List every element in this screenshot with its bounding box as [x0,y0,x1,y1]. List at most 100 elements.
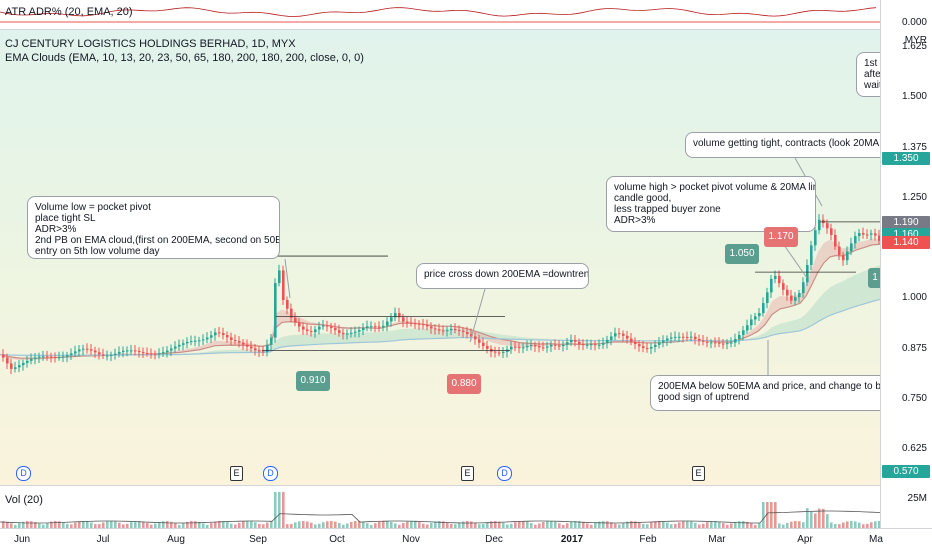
candle-body [530,345,533,347]
volume-bar [410,521,413,528]
candle-body [798,293,801,298]
volume-bar [574,521,577,528]
candle-body [82,348,85,350]
volume-bar [262,524,265,528]
volume-bar [54,521,57,528]
volume-bar [662,521,665,528]
volume-bar [802,522,805,528]
volume-bar [294,522,297,528]
volume-bar [142,521,145,528]
volume-bar [110,521,113,528]
volume-bar [690,521,693,528]
volume-bar [194,521,197,528]
volume-bar [98,524,101,528]
pricebox-1050[interactable]: 1.050 [725,244,759,264]
pane-separator[interactable] [0,29,932,30]
callout-volume-high[interactable]: volume high > pocket pivot volume & 20MA… [606,176,816,232]
candle-body [230,337,233,341]
candle-body [242,342,245,345]
candle-body [582,344,585,346]
candle-body [154,353,157,355]
volume-bar [386,521,389,528]
price-tag: 0.570 [882,465,930,479]
event-dividend[interactable]: D [263,466,278,481]
volume-bar [458,522,461,528]
candle-body [190,341,193,343]
volume-bar [82,521,85,528]
volume-pane[interactable]: Vol (20) [0,486,880,528]
volume-bar [730,523,733,528]
event-earnings[interactable]: E [461,466,474,481]
candle-body [630,338,633,342]
pricebox-1170[interactable]: 1.170 [764,227,798,247]
volume-bar [746,521,749,528]
volume-bar [874,521,877,528]
candle-body [162,352,165,354]
candle-body [526,345,529,348]
volume-bar [130,522,133,528]
candle-body [314,329,317,333]
volume-bar [806,508,809,528]
event-dividend[interactable]: D [497,466,512,481]
volume-bar [838,524,841,528]
volume-bar [834,524,837,528]
callout-volume-tight[interactable]: volume getting tight, contracts (look 20… [685,132,890,158]
ema-clouds-label[interactable]: EMA Clouds (EMA, 10, 13, 20, 23, 50, 65,… [5,52,364,64]
callout-downtrend[interactable]: price cross down 200EMA =downtrend [416,263,589,289]
pane-separator[interactable] [0,485,932,486]
volume-bar [374,523,377,528]
candle-body [778,275,781,284]
volume-bar [810,511,813,528]
volume-bar [222,521,225,528]
time-axis[interactable]: Jun Jul Aug Sep Oct Nov Dec 2017 Feb Mar Apr Ma [0,528,932,551]
candle-body [386,321,389,326]
candle-body [498,352,501,354]
candle-body [846,251,849,261]
candle-body [18,365,21,368]
volume-bar [542,521,545,528]
candle-body [58,357,61,359]
event-earnings[interactable]: E [230,466,243,481]
candle-body [158,353,161,355]
volume-bar [106,521,109,528]
event-earnings[interactable]: E [692,466,705,481]
price-pane[interactable]: CJ CENTURY LOGISTICS HOLDINGS BERHAD, 1D… [0,30,890,485]
candle-body [118,351,121,354]
callout-200ema[interactable]: 200EMA below 50EMA and price, and change… [650,375,890,411]
volume-bar [682,521,685,528]
candle-body [2,354,5,358]
symbol-title[interactable]: CJ CENTURY LOGISTICS HOLDINGS BERHAD, 1D… [5,38,296,50]
candle-body [286,299,289,309]
candle-body [626,335,629,339]
candle-body [142,352,145,354]
candle-body [542,347,545,349]
candle-body [370,326,373,328]
event-dividend[interactable]: D [16,466,31,481]
candle-body [22,362,25,366]
candle-body [390,317,393,322]
pricebox-partial[interactable]: 1 [868,268,882,288]
candle-body [578,341,581,345]
callout-pocket-pivot[interactable]: Volume low = pocket pivot place tight SL… [27,196,280,259]
volume-bar [90,522,93,528]
volume-bar [338,522,341,528]
price-axis[interactable]: 0.000 MYR 25M 1.625 1.500 1.375 1.250 1.000 0… [880,0,932,528]
candle-body [378,326,381,328]
volume-bar [86,521,89,528]
candle-body [210,335,213,338]
volume-bar [762,502,765,528]
candle-body [42,356,45,358]
pricebox-0910[interactable]: 0.910 [296,371,330,391]
pricebox-0880[interactable]: 0.880 [447,374,481,394]
candle-body [410,322,413,324]
candle-body [126,350,129,352]
volume-bar [490,521,493,528]
candle-body [174,346,177,349]
volume-bar [306,521,309,528]
volume-bar [686,521,689,528]
candle-body [738,334,741,339]
candle-body [534,345,537,347]
volume-bar [718,521,721,528]
atr-pane[interactable]: ATR ADR% (20, EMA, 20) [0,0,880,30]
candle-body [198,340,201,342]
